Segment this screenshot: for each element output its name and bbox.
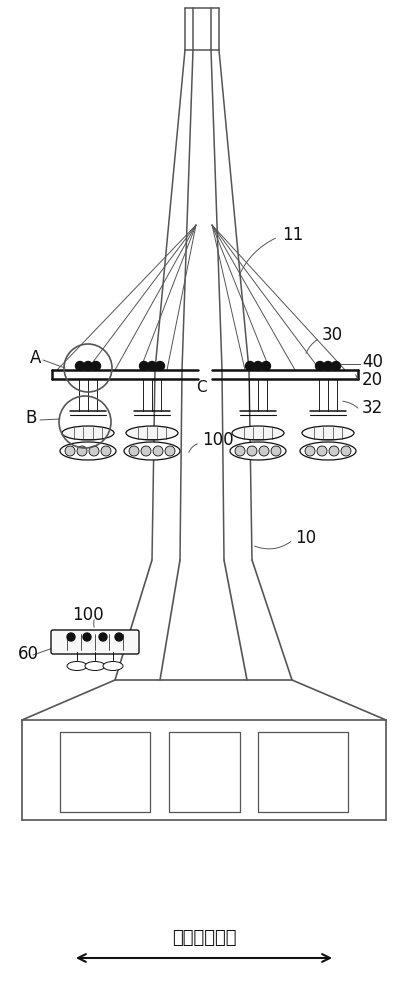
Text: 第一直线方向: 第一直线方向 (172, 929, 236, 947)
Text: 100: 100 (202, 431, 234, 449)
Ellipse shape (126, 426, 178, 440)
Circle shape (155, 361, 164, 370)
Circle shape (91, 361, 100, 370)
Circle shape (305, 446, 315, 456)
Circle shape (341, 446, 351, 456)
Circle shape (65, 446, 75, 456)
Circle shape (141, 446, 151, 456)
Circle shape (317, 446, 327, 456)
Text: 100: 100 (72, 606, 104, 624)
Ellipse shape (232, 426, 284, 440)
Circle shape (148, 361, 157, 370)
Circle shape (84, 361, 93, 370)
Ellipse shape (124, 442, 180, 460)
Circle shape (101, 446, 111, 456)
Circle shape (83, 633, 91, 641)
Circle shape (89, 446, 99, 456)
Circle shape (331, 361, 341, 370)
Text: 10: 10 (295, 529, 316, 547)
Text: 20: 20 (362, 371, 383, 389)
Circle shape (271, 446, 281, 456)
Circle shape (77, 446, 87, 456)
Circle shape (246, 361, 255, 370)
Circle shape (262, 361, 271, 370)
Circle shape (129, 446, 139, 456)
Circle shape (253, 361, 262, 370)
Circle shape (115, 633, 123, 641)
Circle shape (324, 361, 333, 370)
Text: 40: 40 (362, 353, 383, 371)
Text: 32: 32 (362, 399, 383, 417)
Text: 11: 11 (282, 226, 303, 244)
Circle shape (247, 446, 257, 456)
Circle shape (235, 446, 245, 456)
Text: A: A (30, 349, 41, 367)
Circle shape (315, 361, 324, 370)
FancyBboxPatch shape (51, 630, 139, 654)
Ellipse shape (62, 426, 114, 440)
Circle shape (165, 446, 175, 456)
Circle shape (153, 446, 163, 456)
Circle shape (329, 446, 339, 456)
Ellipse shape (60, 442, 116, 460)
Circle shape (259, 446, 269, 456)
Ellipse shape (67, 662, 87, 670)
Circle shape (67, 633, 75, 641)
Ellipse shape (300, 442, 356, 460)
Ellipse shape (302, 426, 354, 440)
Circle shape (140, 361, 149, 370)
Circle shape (75, 361, 84, 370)
Ellipse shape (85, 662, 105, 670)
Text: B: B (25, 409, 36, 427)
Text: 30: 30 (322, 326, 343, 344)
Circle shape (99, 633, 107, 641)
Ellipse shape (103, 662, 123, 670)
Text: C: C (196, 379, 206, 394)
Text: 60: 60 (18, 645, 39, 663)
Ellipse shape (230, 442, 286, 460)
